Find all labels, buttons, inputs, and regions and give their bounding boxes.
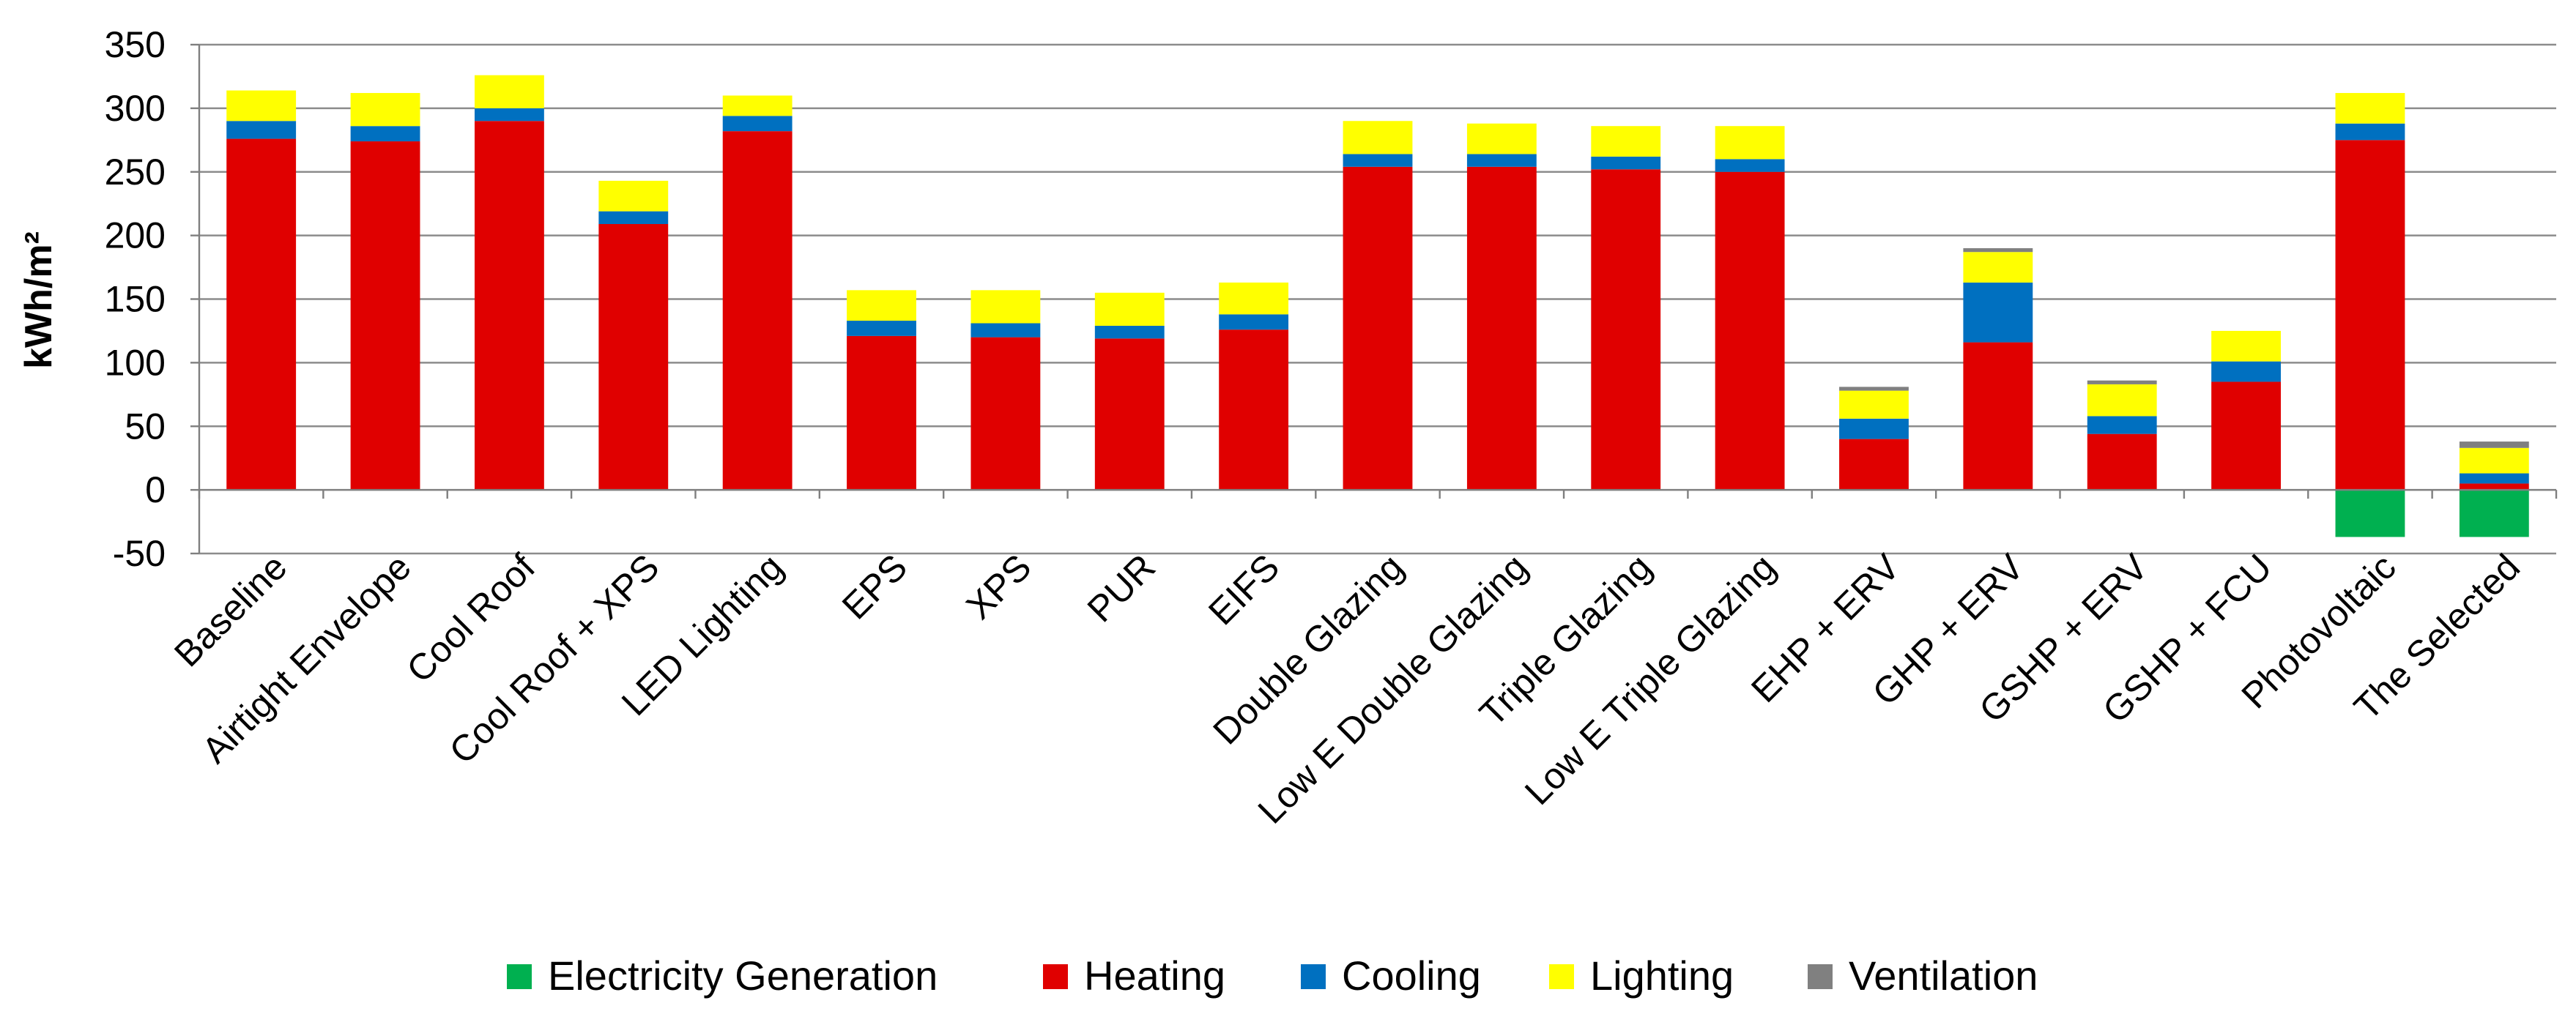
bar-segment-ventilation	[1963, 248, 2033, 253]
bar-segment-lighting	[226, 90, 297, 122]
x-category-label: Baseline	[166, 546, 294, 674]
bar-segment-cooling	[226, 121, 297, 139]
x-category-label: XPS	[958, 546, 1039, 627]
bar-segment-lighting	[2211, 330, 2282, 362]
bar-segment-cooling	[1591, 156, 1661, 170]
legend-label: Cooling	[1342, 953, 1481, 999]
bar-segment-lighting	[1343, 121, 1413, 154]
axes	[190, 43, 2558, 555]
y-tick-label: -50	[113, 533, 166, 574]
bar-segment-heating	[474, 121, 544, 491]
bar-segment-lighting	[474, 75, 544, 108]
bar-segment-lighting	[1591, 126, 1661, 157]
bar-segment-cooling	[1963, 282, 2033, 343]
bar-segment-cooling	[1466, 154, 1537, 167]
bar-segment-ventilation	[2459, 441, 2529, 448]
bar-segment-cooling	[598, 211, 669, 224]
y-tick-labels: -50 0 50 100 150 200 250 300 350	[105, 24, 166, 574]
bar-segment-lighting	[350, 93, 420, 127]
bar-segment-lighting	[847, 290, 916, 321]
bar-segment-lighting	[1715, 126, 1785, 160]
bar-segment-cooling	[1094, 325, 1165, 339]
bar-segment-heating	[847, 335, 916, 491]
bar-segment-lighting	[2087, 384, 2157, 417]
bar-segment-heating	[1219, 329, 1289, 491]
bar-segment-cooling	[2335, 123, 2405, 141]
bar-segment-cooling	[2087, 416, 2157, 434]
legend-swatch-lighting	[1549, 964, 1574, 989]
y-tick-label: 0	[145, 469, 166, 510]
bar-segment-cooling	[2211, 361, 2282, 382]
legend-swatch-electricity-generation	[507, 964, 532, 989]
bar-segment-lighting	[1466, 123, 1537, 154]
y-tick-label: 50	[125, 406, 166, 447]
bar-segment-cooling	[1839, 418, 1909, 439]
legend-label: Lighting	[1590, 953, 1734, 999]
y-tick-label: 250	[105, 152, 166, 193]
bar-segment-lighting	[598, 180, 669, 212]
bar-segment-heating	[226, 138, 297, 491]
bar-segment-cooling	[722, 116, 793, 132]
legend-swatch-ventilation	[1808, 964, 1833, 989]
bar-segment-ventilation	[1839, 387, 1909, 391]
bar-segment-lighting	[970, 290, 1041, 324]
bar-segment-cooling	[350, 126, 420, 142]
legend-label: Ventilation	[1849, 953, 2038, 999]
y-tick-label: 300	[105, 88, 166, 129]
bar-segment-ventilation	[2087, 380, 2157, 384]
y-tick-label: 200	[105, 215, 166, 256]
bar-segment-heating	[2459, 483, 2529, 491]
bar-segment-lighting	[2335, 93, 2405, 124]
bar-segment-lighting	[2459, 447, 2529, 474]
bar-segment-heating	[722, 131, 793, 491]
y-tick-label: 350	[105, 24, 166, 65]
bar-segment-heating	[1963, 342, 2033, 491]
legend: Electricity Generation Heating Cooling Ligh…	[507, 953, 2038, 999]
bar-segment-cooling	[474, 108, 544, 122]
bar-segment-heating	[1839, 439, 1909, 491]
bar-segment-heating	[1591, 169, 1661, 491]
bar-segment-heating	[970, 337, 1041, 491]
bar-segment-heating	[350, 141, 420, 491]
bar-segment-cooling	[2459, 473, 2529, 484]
legend-label: Electricity Generation	[548, 953, 938, 999]
bars	[226, 75, 2529, 537]
bar-segment-heating	[598, 223, 669, 491]
bar-segment-cooling	[847, 321, 916, 336]
bar-segment-heating	[2335, 140, 2405, 491]
y-axis-title: kWh/m²	[18, 231, 60, 369]
bar-segment-heating	[1715, 171, 1785, 491]
x-category-label: EIFS	[1200, 546, 1287, 633]
bar-segment-electricity-generation	[2459, 490, 2529, 537]
bar-segment-cooling	[1343, 154, 1413, 167]
bar-segment-cooling	[1715, 159, 1785, 172]
x-category-label: Low E Triple Glazing	[1517, 546, 1783, 813]
bar-segment-heating	[2087, 433, 2157, 491]
bar-segment-cooling	[1219, 314, 1289, 330]
bar-segment-lighting	[1094, 292, 1165, 326]
x-category-label: Airtight Envelope	[194, 546, 419, 771]
bar-segment-heating	[1094, 338, 1165, 491]
legend-label: Heating	[1084, 953, 1225, 999]
x-category-label: Cool Roof + XPS	[442, 546, 667, 772]
bar-segment-lighting	[722, 95, 793, 116]
bar-segment-lighting	[1839, 390, 1909, 419]
bar-segment-lighting	[1963, 252, 2033, 283]
legend-swatch-cooling	[1301, 964, 1326, 989]
bar-segment-heating	[1466, 166, 1537, 491]
y-tick-label: 150	[105, 279, 166, 320]
bar-segment-heating	[2211, 381, 2282, 491]
bar-segment-lighting	[1219, 282, 1289, 315]
bar-segment-cooling	[970, 323, 1041, 338]
x-category-label: PUR	[1080, 546, 1163, 630]
y-tick-label: 100	[105, 342, 166, 383]
bar-segment-heating	[1343, 166, 1413, 491]
x-category-label: EPS	[834, 546, 915, 627]
legend-swatch-heating	[1043, 964, 1068, 989]
bar-segment-electricity-generation	[2335, 490, 2405, 537]
